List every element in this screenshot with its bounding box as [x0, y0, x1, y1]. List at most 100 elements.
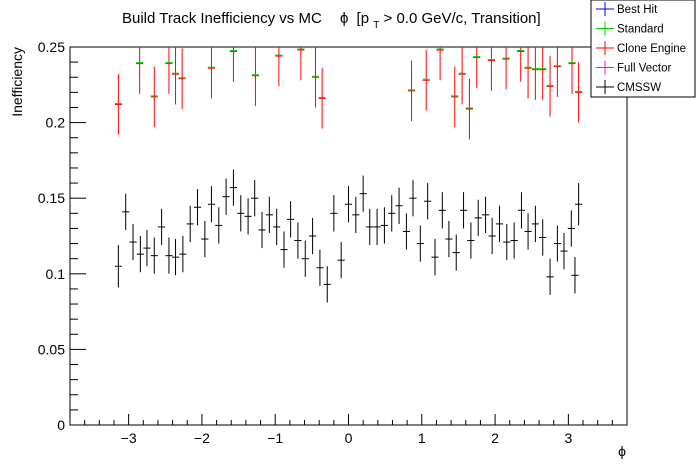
data-point — [122, 193, 130, 230]
plot-frame — [69, 46, 628, 426]
data-point — [568, 47, 576, 94]
legend-label: Best Hit — [617, 4, 658, 16]
data-point — [323, 266, 331, 303]
legend-entry: Best Hit — [596, 2, 658, 16]
data-point — [273, 208, 281, 246]
legend-label: CMSSW — [617, 82, 661, 94]
y-axis-title: Inefficiency — [9, 47, 25, 117]
data-point — [488, 217, 496, 255]
data-point — [409, 180, 417, 217]
data-point — [422, 50, 430, 111]
data-point — [244, 198, 252, 235]
data-point — [237, 195, 245, 232]
data-point — [560, 232, 568, 270]
data-point — [553, 47, 561, 97]
data-point — [567, 210, 575, 247]
y-tick-label: 0.2 — [46, 115, 66, 131]
data-point — [524, 213, 532, 250]
data-point — [171, 239, 180, 276]
data-point — [452, 234, 460, 271]
data-point — [451, 66, 459, 128]
chart-title-main: Build Track Inefficiency vs MC — [122, 10, 322, 27]
data-point — [474, 199, 482, 236]
data-point — [517, 192, 526, 229]
data-point — [178, 48, 186, 109]
data-point — [129, 223, 137, 261]
data-point — [150, 66, 158, 128]
data-point — [143, 229, 151, 267]
data-point — [215, 207, 223, 244]
legend-entry: Full Vector — [596, 60, 671, 75]
data-point — [407, 60, 416, 122]
data-point — [495, 205, 504, 243]
data-point — [171, 47, 180, 105]
data-point — [186, 205, 194, 243]
data-point — [445, 220, 453, 258]
legend-entry: Clone Engine — [596, 41, 686, 55]
data-point — [337, 242, 345, 279]
data-point — [193, 189, 202, 226]
x-tick-label: 0 — [345, 430, 353, 446]
data-point — [380, 207, 389, 244]
x-tick-label: 1 — [418, 430, 426, 446]
data-point — [553, 225, 561, 262]
data-point — [251, 180, 259, 217]
data-point — [467, 222, 475, 259]
data-point — [136, 47, 144, 94]
data-point — [531, 205, 539, 243]
series-cmssw — [114, 169, 583, 303]
data-point — [114, 245, 122, 288]
data-point — [531, 47, 539, 100]
data-point — [424, 183, 432, 220]
data-point — [546, 258, 554, 295]
data-point — [207, 186, 216, 223]
data-point — [344, 186, 353, 223]
y-tick-label: 0.25 — [38, 39, 65, 55]
data-point — [473, 47, 481, 88]
data-point — [294, 222, 302, 259]
data-point — [297, 47, 305, 81]
data-point — [402, 213, 410, 250]
chart-title-phi: ϕ — [340, 10, 348, 27]
data-point — [502, 47, 510, 90]
data-point — [229, 47, 238, 82]
data-point — [158, 208, 166, 246]
legend-entry: Standard — [596, 21, 664, 36]
data-point — [229, 169, 238, 206]
chart-title-subscript: T — [373, 20, 379, 31]
data-point — [539, 219, 547, 256]
data-point — [352, 196, 360, 233]
x-tick-label: 2 — [491, 430, 499, 446]
data-point — [316, 249, 324, 286]
data-point — [539, 47, 547, 100]
legend: Best Hit Standard Clone Engine Full Vector C… — [590, 0, 696, 98]
data-point — [301, 240, 309, 277]
data-point — [465, 78, 474, 140]
y-tick-label: 0.15 — [38, 190, 65, 206]
data-point — [524, 47, 532, 99]
data-point — [207, 47, 216, 99]
data-point — [546, 56, 554, 117]
data-point — [258, 211, 266, 249]
data-point — [487, 47, 496, 91]
data-point — [179, 236, 187, 273]
legend-label: Clone Engine — [617, 43, 686, 55]
data-point — [114, 74, 122, 135]
chart-title-open: [p — [357, 10, 370, 27]
data-point — [395, 187, 403, 224]
data-point — [575, 62, 583, 123]
data-point — [503, 223, 511, 261]
data-point — [459, 192, 468, 229]
data-point — [373, 208, 381, 246]
data-point — [388, 195, 396, 232]
legend-label: Full Vector — [617, 63, 671, 75]
y-tick-label: 0.1 — [46, 266, 66, 282]
x-tick-label: −2 — [194, 430, 210, 446]
data-point — [287, 201, 295, 238]
data-point — [510, 222, 518, 259]
x-axis-title: ϕ — [618, 443, 626, 459]
data-point — [571, 257, 579, 294]
data-point — [359, 175, 367, 212]
data-point — [275, 47, 283, 87]
